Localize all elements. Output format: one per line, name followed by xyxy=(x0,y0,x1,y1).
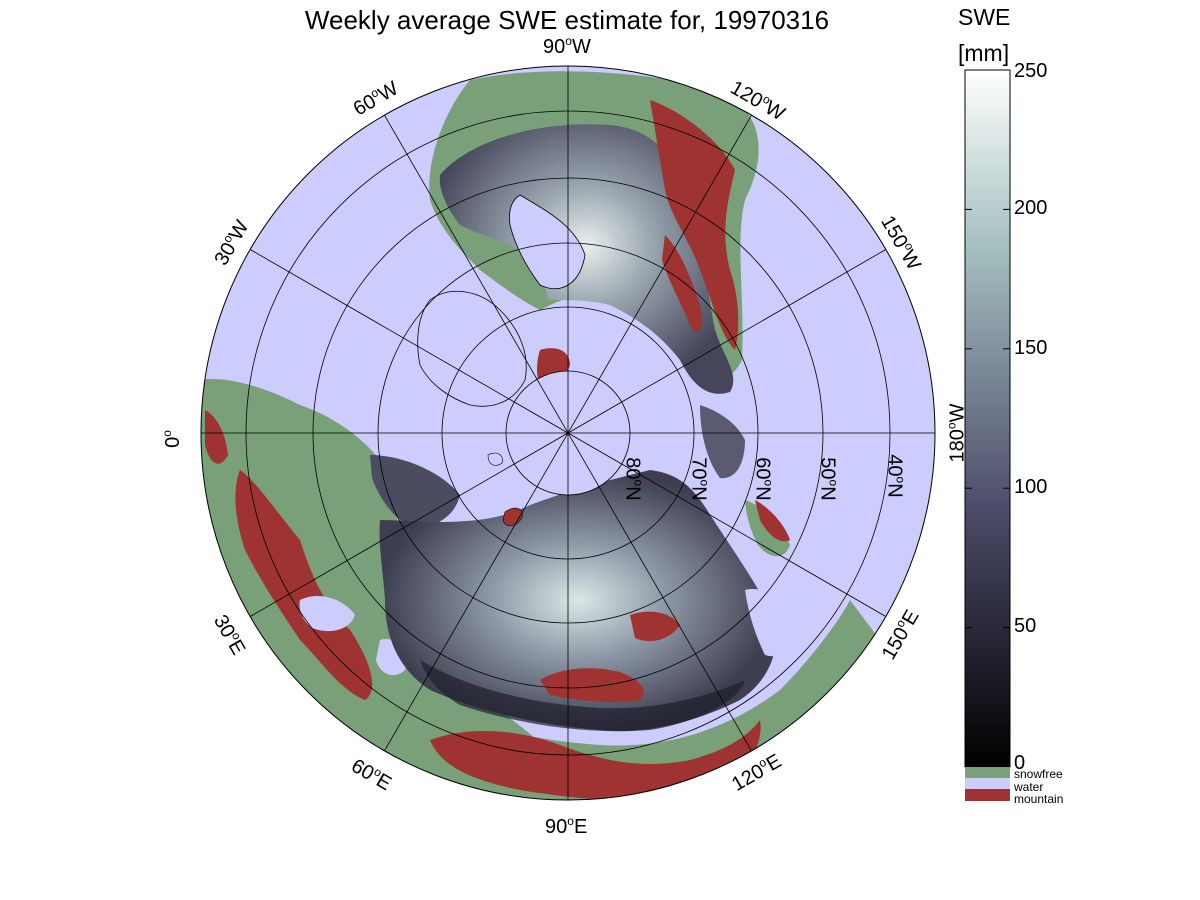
mountain-patch-na-1 xyxy=(662,235,702,333)
mountain-patch-asia-3 xyxy=(755,500,790,542)
colorbar-gradient xyxy=(964,69,1011,768)
longitude-grid xyxy=(201,66,935,800)
lat-label-70n: 70oN xyxy=(687,457,712,501)
mountain-patch-eu-1 xyxy=(205,410,228,464)
colorbar-label-line2: [mm] xyxy=(958,40,1010,66)
lat-label-80n: 80oN xyxy=(621,457,646,501)
black-sea xyxy=(299,595,355,632)
legend-label-snowfree: snowfree xyxy=(1014,767,1063,781)
alaska-snow xyxy=(700,405,745,479)
colorbar-tick-0: 0 xyxy=(1014,752,1026,774)
lon-label-0: 0o xyxy=(159,430,184,448)
figure-title: Weekly average SWE estimate for, 1997031… xyxy=(304,5,830,35)
mountain-patch-asia-1 xyxy=(540,668,644,703)
hudson-bay xyxy=(509,194,586,290)
rocky-mountains xyxy=(650,100,739,350)
lat-label-50n: 50oN xyxy=(816,457,841,501)
colorbar-tick-50: 50 xyxy=(1014,615,1037,637)
map-boundary xyxy=(200,65,936,801)
lat-label-60n: 60oN xyxy=(751,457,776,501)
lon-label-180w: 180oW xyxy=(944,403,969,463)
lat-label-40n: 40oN xyxy=(883,454,908,498)
scandinavia-snow xyxy=(370,455,460,530)
greenland xyxy=(417,290,527,407)
legend-swatch-water xyxy=(965,778,1010,789)
colorbar-tick-150: 150 xyxy=(1014,337,1048,359)
himalaya-mountains xyxy=(430,720,761,800)
legend-label-water: water xyxy=(1014,780,1044,794)
mountain-patch-asia-2 xyxy=(630,611,680,642)
colorbar-tick-250: 250 xyxy=(1014,60,1048,82)
legend-label-mountain: mountain xyxy=(1014,792,1064,806)
okhotsk-sea xyxy=(745,589,800,657)
meridian-150w-30e xyxy=(249,249,887,617)
novaya-zemlya xyxy=(502,507,523,527)
legend-swatch-mountain xyxy=(965,789,1010,801)
siberia-snow xyxy=(379,470,777,731)
alps-mountains xyxy=(235,470,373,700)
legend-swatch-snowfree xyxy=(965,767,1010,778)
north-america-snow xyxy=(439,124,734,394)
svalbard xyxy=(487,452,503,466)
colorbar-label-line1: SWE xyxy=(958,4,1011,30)
colorbar-tick-100: 100 xyxy=(1014,476,1048,498)
siberia-dark-band xyxy=(420,660,745,732)
colorbar-tick-200: 200 xyxy=(1014,197,1048,219)
lon-label-90e: 90oE xyxy=(545,814,588,838)
lon-label-90w: 90oW xyxy=(543,34,591,58)
